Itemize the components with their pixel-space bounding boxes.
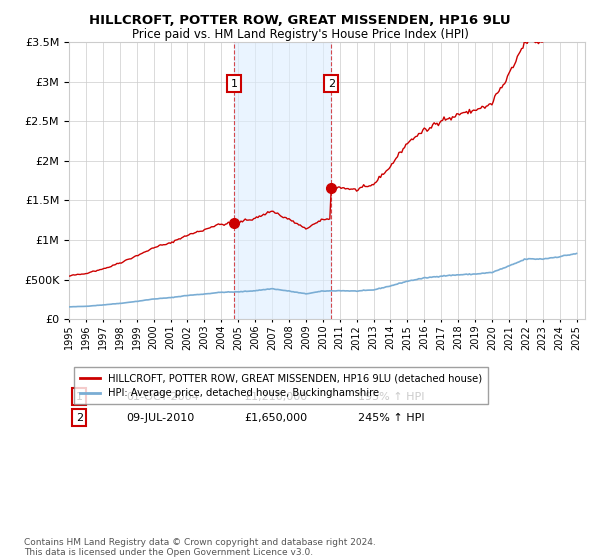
Text: £1,650,000: £1,650,000 — [244, 413, 308, 423]
Text: 2: 2 — [76, 413, 83, 423]
Text: 2: 2 — [328, 78, 335, 88]
Text: £1,210,000: £1,210,000 — [244, 392, 308, 402]
Bar — [234, 42, 331, 319]
Text: 09-JUL-2010: 09-JUL-2010 — [126, 413, 194, 423]
Text: 01-OCT-2004: 01-OCT-2004 — [126, 392, 199, 402]
Text: 1: 1 — [76, 392, 83, 402]
Text: 195% ↑ HPI: 195% ↑ HPI — [358, 392, 424, 402]
Text: HILLCROFT, POTTER ROW, GREAT MISSENDEN, HP16 9LU: HILLCROFT, POTTER ROW, GREAT MISSENDEN, … — [89, 14, 511, 27]
Legend: HILLCROFT, POTTER ROW, GREAT MISSENDEN, HP16 9LU (detached house), HPI: Average : HILLCROFT, POTTER ROW, GREAT MISSENDEN, … — [74, 367, 488, 404]
Text: 245% ↑ HPI: 245% ↑ HPI — [358, 413, 425, 423]
Text: 1: 1 — [230, 78, 238, 88]
Text: Price paid vs. HM Land Registry's House Price Index (HPI): Price paid vs. HM Land Registry's House … — [131, 28, 469, 41]
Text: Contains HM Land Registry data © Crown copyright and database right 2024.
This d: Contains HM Land Registry data © Crown c… — [24, 538, 376, 557]
